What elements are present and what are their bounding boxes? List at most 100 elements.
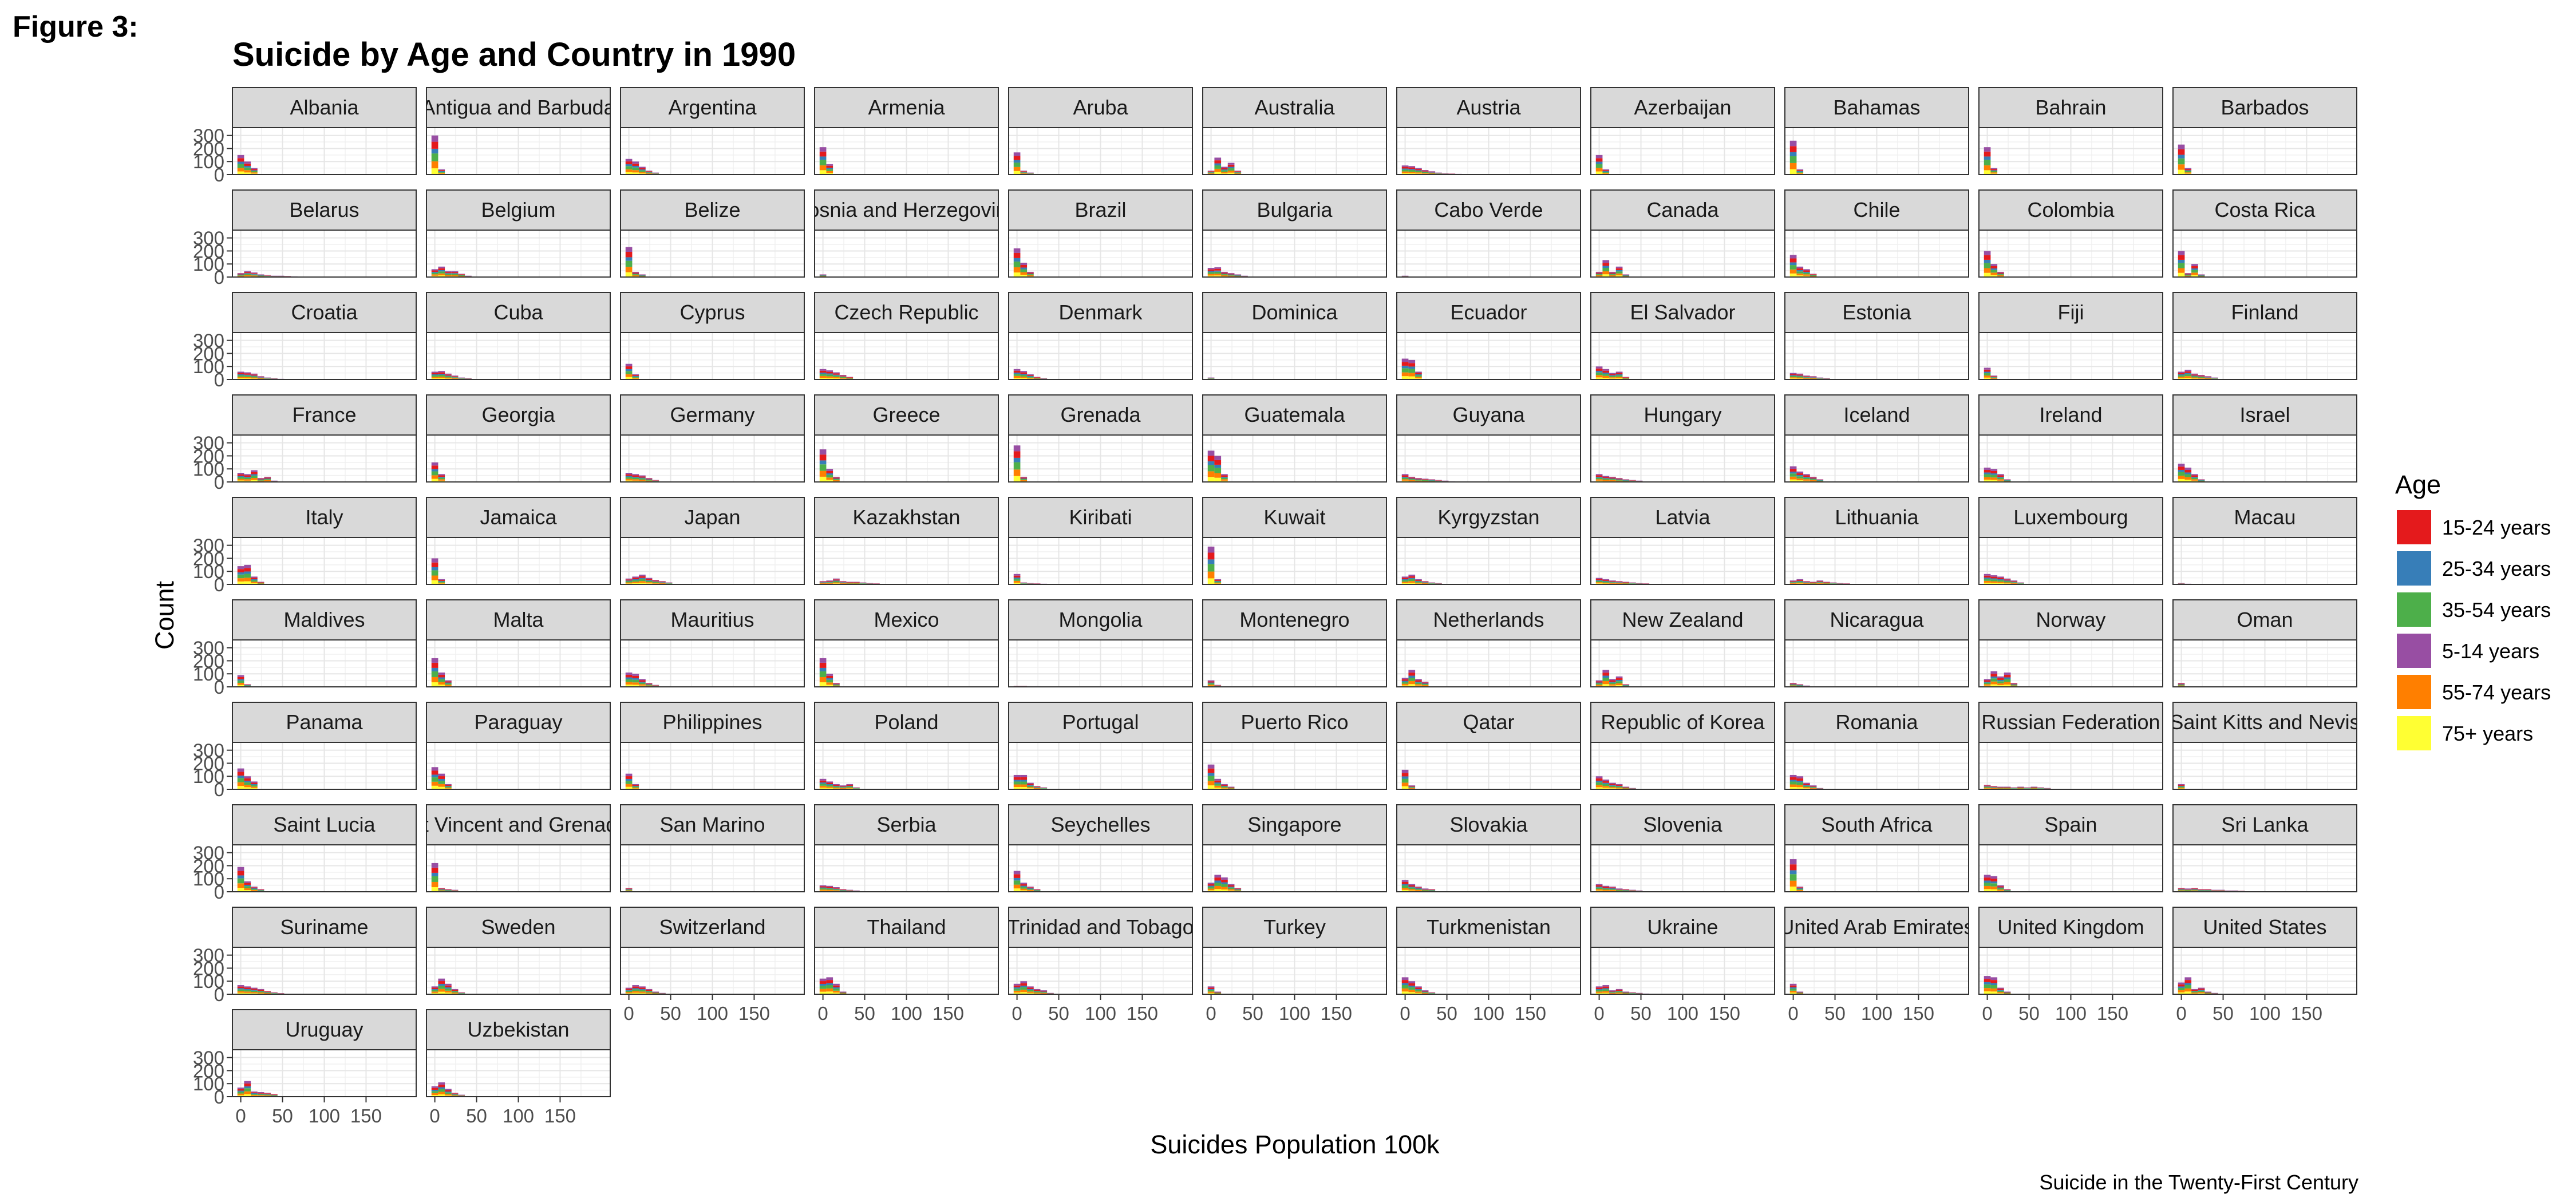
bar-segment — [826, 470, 833, 473]
bar-segment — [1408, 574, 1416, 576]
bar-segment — [1803, 274, 1810, 276]
histogram-bar — [819, 369, 827, 379]
histogram-bar — [431, 269, 438, 277]
bar-segment — [1602, 786, 1610, 788]
y-tick-label: 100 — [193, 868, 224, 889]
bar-segment — [237, 377, 244, 378]
bar-segment — [1595, 474, 1603, 476]
bar-segment — [257, 377, 264, 378]
bar-segment — [244, 883, 251, 885]
panel-border — [620, 537, 805, 585]
histogram-bar — [445, 680, 452, 687]
bar-segment — [645, 171, 653, 172]
bar-segment — [2178, 787, 2185, 789]
facet-strip — [232, 907, 417, 948]
facet-panel: Norway — [1978, 599, 2163, 687]
bar-segment — [244, 373, 251, 375]
bar-segment — [632, 480, 639, 482]
bar-segment — [1401, 479, 1409, 481]
bar-segment — [819, 677, 827, 682]
histogram-bar — [438, 579, 445, 584]
histogram-bar — [826, 580, 833, 584]
facet-strip — [814, 189, 999, 231]
bar-segment — [438, 376, 445, 378]
bar-segment — [1207, 683, 1215, 685]
panel-border — [1590, 332, 1775, 380]
bar-segment — [846, 787, 854, 789]
bar-segment — [1401, 376, 1409, 379]
facet-strip-label: Bulgaria — [1257, 198, 1333, 222]
bar-segment — [1796, 888, 1804, 889]
bar-segment — [1207, 552, 1215, 560]
bar-segment — [625, 159, 633, 162]
bar-segment — [2178, 272, 2185, 277]
bar-segment — [1401, 889, 1409, 892]
facet-strip — [426, 907, 611, 948]
bar-segment — [271, 1094, 278, 1096]
x-tick-label: 0 — [1012, 1003, 1022, 1024]
histogram-bar — [826, 977, 833, 994]
facet-panel: Grenada — [1008, 394, 1193, 483]
bar-segment — [1984, 147, 1991, 152]
bar-segment — [1984, 883, 1991, 886]
facet-strip — [426, 292, 611, 333]
histogram-bar — [826, 674, 833, 687]
histogram-bar — [1595, 366, 1603, 379]
bar-segment — [1789, 683, 1797, 685]
facet-panel: Singapore — [1202, 804, 1387, 892]
bar-segment — [1013, 261, 1021, 267]
facet-strip-label: Uruguay — [285, 1018, 363, 1041]
facet-strip-label: Barbados — [2221, 96, 2309, 119]
bar-segment — [2198, 480, 2205, 481]
histogram-bar — [1609, 990, 1616, 994]
panel-border — [814, 844, 999, 892]
bar-segment — [1997, 274, 2004, 275]
x-tick-label: 100 — [1861, 1003, 1893, 1024]
x-tick-label: 0 — [2176, 1003, 2186, 1024]
bar-segment — [826, 171, 833, 173]
bar-segment — [1816, 378, 1824, 379]
facet-strip — [1784, 87, 1969, 128]
bar-segment — [271, 993, 278, 994]
bar-segment — [2191, 375, 2198, 377]
histogram-bar — [1207, 764, 1215, 789]
bar-segment — [833, 993, 840, 994]
bar-segment — [1984, 375, 1991, 378]
bar-segment — [244, 787, 251, 789]
facet-strip — [814, 394, 999, 436]
bar-segment — [1789, 870, 1797, 875]
x-tick-label: 100 — [2055, 1003, 2087, 1024]
bar-segment — [1615, 581, 1623, 582]
x-tick-label: 100 — [503, 1105, 534, 1126]
bar-segment — [1408, 684, 1416, 687]
histogram-bar — [451, 375, 459, 379]
facet-strip-label: Colombia — [2027, 198, 2115, 222]
histogram-bar — [1027, 374, 1034, 379]
bar-segment — [1997, 578, 2004, 579]
bar-segment — [2178, 251, 2185, 255]
bar-segment — [1415, 171, 1422, 173]
bar-segment — [244, 987, 251, 989]
bar-segment — [1020, 264, 1028, 268]
bar-segment — [625, 786, 633, 789]
bar-segment — [1207, 680, 1215, 682]
bar-segment — [1401, 171, 1409, 173]
bar-segment — [438, 786, 445, 789]
panel-border — [232, 230, 417, 278]
bar-segment — [1816, 480, 1824, 481]
bar-segment — [2178, 158, 2185, 165]
bar-segment — [2178, 889, 2185, 891]
bar-segment — [244, 776, 251, 778]
bar-segment — [1595, 155, 1603, 159]
histogram-bar — [1997, 474, 2004, 482]
bar-segment — [445, 377, 452, 379]
bar-segment — [1990, 787, 1998, 788]
bar-segment — [431, 135, 438, 142]
bar-segment — [431, 580, 438, 584]
bar-segment — [431, 677, 438, 682]
histogram-bar — [1990, 469, 1998, 482]
bar-segment — [244, 886, 251, 888]
bar-segment — [819, 470, 827, 477]
bar-segment — [1816, 479, 1824, 480]
bar-segment — [1421, 991, 1429, 993]
